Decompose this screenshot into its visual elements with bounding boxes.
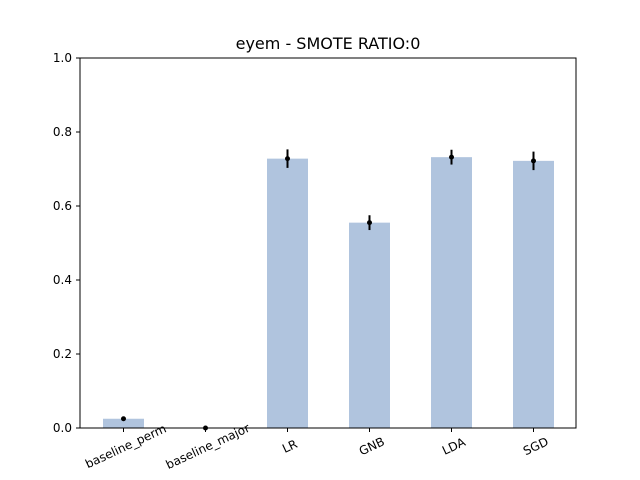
y-tick-label: 1.0: [53, 51, 72, 65]
y-tick-label: 0.0: [53, 421, 72, 435]
y-tick-label: 0.8: [53, 125, 72, 139]
x-tick-label: LR: [280, 437, 300, 456]
bar: [431, 157, 472, 428]
y-tick-label: 0.2: [53, 347, 72, 361]
y-tick-label: 0.6: [53, 199, 72, 213]
y-axis: 0.0 0.2 0.4 0.6 0.8 1.0: [53, 51, 80, 435]
bar: [103, 418, 144, 428]
mean-point: [121, 416, 126, 422]
mean-point: [285, 156, 290, 162]
chart-title: eyem - SMOTE RATIO:0: [236, 34, 421, 53]
x-tick-label: baseline_perm: [83, 422, 168, 472]
bar: [267, 158, 308, 428]
x-tick-label: GNB: [357, 434, 387, 458]
mean-point: [449, 154, 454, 160]
bar: [513, 160, 554, 429]
x-tick-label: LDA: [440, 435, 468, 458]
bar-series: [103, 157, 554, 429]
error-bars: [121, 149, 536, 431]
bar: [349, 222, 390, 428]
y-tick-label: 0.4: [53, 273, 72, 287]
x-tick-label: SGD: [521, 435, 551, 459]
mean-point: [531, 158, 536, 164]
plot-frame: [79, 57, 577, 429]
mean-point: [367, 220, 372, 226]
